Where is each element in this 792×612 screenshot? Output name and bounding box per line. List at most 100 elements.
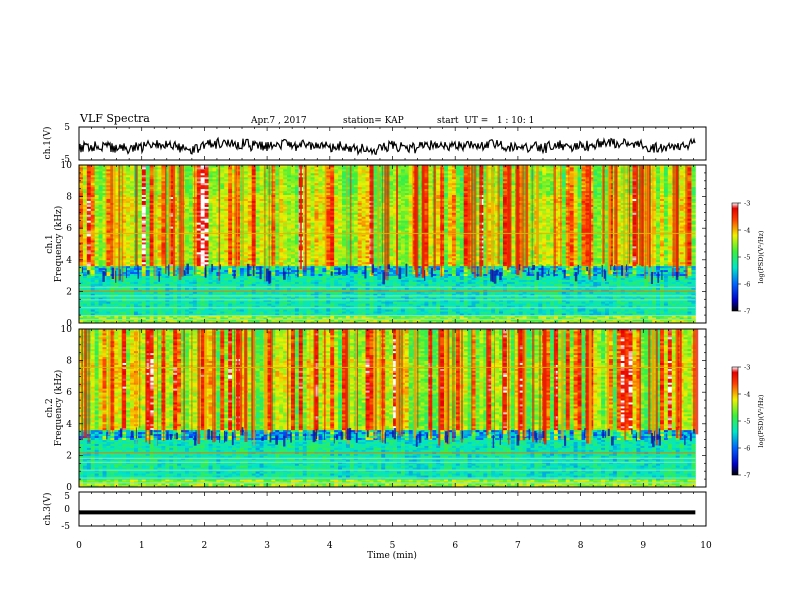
spectrogram-cell <box>86 297 92 300</box>
spectrogram-cell <box>106 218 111 221</box>
spectrogram-cell <box>110 281 115 284</box>
spectrogram-cell <box>122 259 127 263</box>
spectrogram-cell <box>114 297 119 300</box>
spectrogram-cell <box>122 319 127 322</box>
spectrogram-cell <box>82 170 88 174</box>
spectrogram-cell <box>86 245 92 249</box>
spectrogram-cell <box>110 309 115 312</box>
spectrogram-cell <box>106 224 111 227</box>
ch1-spectrogram-image <box>79 165 696 324</box>
spectrogram-cell <box>114 190 119 194</box>
spectrogram-cell <box>82 253 88 257</box>
spectrogram-cell <box>114 236 119 239</box>
spectrogram-cell <box>114 305 119 308</box>
spectrogram-cell <box>90 236 96 239</box>
spectrogram-cell <box>86 293 92 296</box>
spectrogram-cell <box>82 261 88 265</box>
spectrogram-cell <box>122 261 127 265</box>
spectrogram-cell <box>94 303 100 306</box>
spectrogram-cell <box>114 202 119 205</box>
spectrogram-cell <box>94 200 100 203</box>
spectrogram-cell <box>102 315 107 318</box>
spectrogram-cell <box>94 299 100 302</box>
spectrogram-cell <box>86 240 92 243</box>
spectrogram-cell <box>94 230 100 233</box>
spectrogram-cell <box>122 281 127 284</box>
spectrogram-cell <box>118 226 123 229</box>
spectrogram-cell <box>106 307 111 310</box>
spectrogram-cell <box>122 263 127 267</box>
spectrogram-cell <box>106 166 111 170</box>
spectrogram-cell <box>106 170 111 174</box>
spectrogram-cell <box>118 281 123 284</box>
spectrogram-cell <box>94 283 100 286</box>
spectrogram-cell <box>90 194 96 198</box>
spectrogram-cell <box>82 245 88 249</box>
spectrogram-cell <box>82 249 88 253</box>
spectrogram-cell <box>118 212 123 215</box>
spectrogram-cell <box>114 267 119 271</box>
spectrogram-cell <box>79 249 84 253</box>
spectrogram-cell <box>94 174 100 178</box>
spectrogram-cell <box>114 255 119 259</box>
spectrogram-cell <box>79 287 84 290</box>
spectrogram-cell <box>94 204 100 207</box>
spectrogram-cell <box>86 204 92 207</box>
spectrogram-cell <box>94 253 100 257</box>
spectrogram-cell <box>90 317 96 320</box>
spectrogram-cell <box>98 204 103 207</box>
spectrogram-cell <box>94 263 100 267</box>
spectrogram-cell <box>98 305 103 308</box>
spectrogram-cell <box>79 283 84 286</box>
spectrogram-cell <box>98 234 103 237</box>
spectrogram-cell <box>98 228 103 231</box>
spectrogram-cell <box>79 321 84 324</box>
spectrogram-cell <box>122 265 127 269</box>
spectrogram-cell <box>90 313 96 316</box>
spectrogram-cell <box>86 234 92 237</box>
spectrogram-cell <box>94 277 100 280</box>
spectrogram-cell <box>90 178 96 182</box>
spectrogram-cell <box>114 279 119 282</box>
spectrogram-cell <box>79 224 84 227</box>
ch1-ytick-5: 5 <box>64 123 70 133</box>
spectrogram-cell <box>86 172 92 176</box>
spectrogram-cell <box>110 305 115 308</box>
spectrogram-cell <box>98 218 103 221</box>
spectrogram-cell <box>98 168 103 172</box>
spectrogram-cell <box>118 251 123 255</box>
spectrogram-cell <box>90 238 96 241</box>
spectrogram-cell <box>90 218 96 221</box>
spectrogram-cell <box>86 321 92 324</box>
spectrogram-cell <box>79 242 84 245</box>
spectrogram-cell <box>86 206 92 209</box>
spectrogram-cell <box>118 299 123 302</box>
spectrogram-cell <box>118 170 123 174</box>
spectrogram-cell <box>106 176 111 180</box>
spectrogram-cell <box>114 212 119 215</box>
spectrogram-cell <box>90 253 96 257</box>
spectrogram-cell <box>94 265 100 269</box>
spectrogram-cell <box>90 170 96 174</box>
spectrogram-cell <box>82 299 88 302</box>
spectrogram-cell <box>82 303 88 306</box>
spectrogram-cell <box>114 200 119 203</box>
spectrogram-cell <box>110 321 115 324</box>
spectrogram-cell <box>114 273 119 277</box>
spectrogram-cell <box>94 202 100 205</box>
spectrogram-cell <box>94 228 100 231</box>
spectrogram-cell <box>79 297 84 300</box>
spectrogram-cell <box>122 305 127 308</box>
spectrogram-cell <box>114 228 119 231</box>
spectrogram-cell <box>90 315 96 318</box>
spectrogram-cell <box>114 319 119 322</box>
spectrogram-cell <box>98 301 103 304</box>
spectrogram-cell <box>86 224 92 227</box>
spectrogram-cell <box>102 242 107 245</box>
spectrogram-cell <box>122 293 127 296</box>
spectrogram-cell <box>86 230 92 233</box>
spectrogram-cell <box>118 317 123 320</box>
spectrogram-cell <box>118 244 123 247</box>
spectrogram-cell <box>86 305 92 308</box>
spectrogram-cell <box>110 301 115 304</box>
